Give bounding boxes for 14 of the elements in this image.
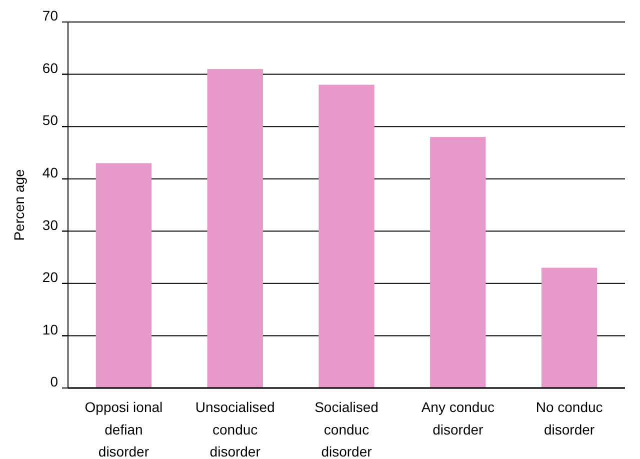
x-tick-label: Opposi ional defian disorder [84,398,163,459]
x-tick-label: Socialised conduc disorder [314,398,378,459]
x-tick-label: Unsocialised conduc disorder [195,398,275,459]
y-axis-title: Percen age [11,168,27,241]
x-tick-label: Any conduc disorder [421,398,494,438]
y-tick-label: 0 [50,374,58,390]
y-tick-label: 20 [42,269,58,286]
y-tick-label: 70 [42,8,58,24]
y-tick-label: 40 [42,164,58,180]
y-tick-label: 50 [42,112,58,128]
x-tick-label: No conduc disorder [536,398,603,438]
y-tick-label: 10 [42,321,58,338]
y-tick-label: 30 [42,216,58,233]
y-tick-label: 60 [42,60,58,76]
